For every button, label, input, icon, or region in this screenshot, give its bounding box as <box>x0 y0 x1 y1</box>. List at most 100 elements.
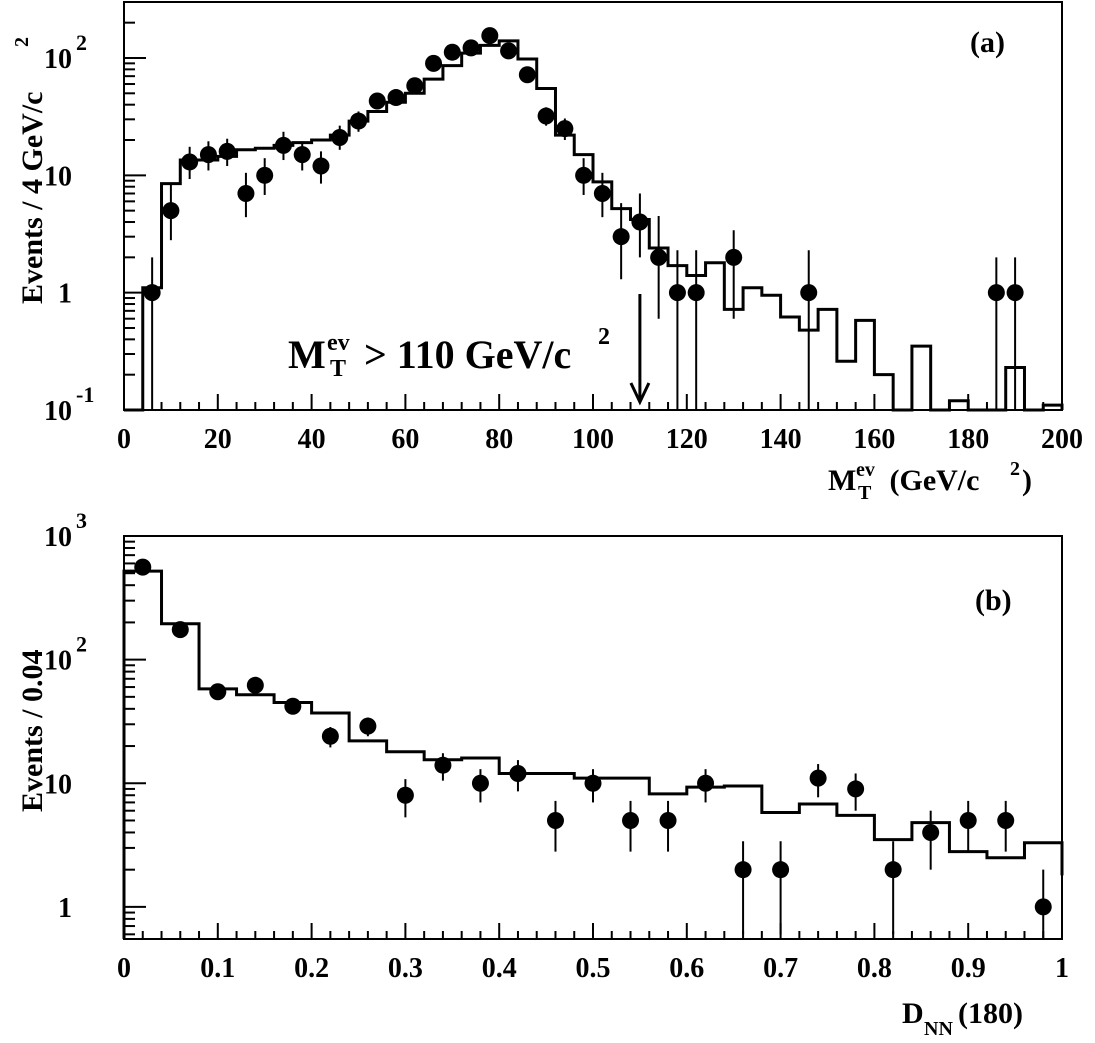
data-point <box>218 138 236 167</box>
cut-arrow <box>629 294 651 406</box>
data-marker <box>171 621 189 639</box>
data-point <box>134 558 152 576</box>
y-tick-label-base: 10 <box>44 646 72 677</box>
x-tick-label: 0.8 <box>857 953 892 984</box>
data-marker <box>387 89 405 107</box>
data-point <box>368 92 386 110</box>
data-marker <box>800 284 818 302</box>
x-tick-label: 0 <box>117 953 131 984</box>
x-tick-label: 80 <box>485 424 513 455</box>
data-marker <box>612 228 630 246</box>
data-point <box>959 800 977 852</box>
data-marker <box>546 811 564 829</box>
cut-arrow-head <box>629 382 651 406</box>
data-point <box>434 753 452 781</box>
data-marker <box>199 146 217 164</box>
data-point <box>631 193 649 258</box>
cut-annotation-sub: T <box>330 356 346 382</box>
data-marker <box>331 129 349 147</box>
data-marker <box>725 248 743 266</box>
panel-b-x-axis-title: D NN (180) <box>902 997 1023 1040</box>
data-marker <box>997 811 1015 829</box>
y-tick-label: 1 <box>58 893 72 924</box>
y-tick-label-base: 1 <box>58 893 72 924</box>
data-marker <box>162 202 180 220</box>
data-point <box>612 203 630 280</box>
data-marker <box>650 248 668 266</box>
data-marker <box>321 727 339 745</box>
data-point <box>622 800 640 852</box>
x-tick-label: 180 <box>947 424 989 455</box>
data-marker <box>884 861 902 879</box>
data-marker <box>584 774 602 792</box>
data-point <box>293 141 311 171</box>
panel-b-histogram-line <box>122 569 1064 939</box>
panel-a-xlabel-unit-suffix: ) <box>1022 464 1032 497</box>
data-point <box>462 39 480 57</box>
data-marker <box>687 284 705 302</box>
y-tick-label: 102 <box>44 30 87 75</box>
x-tick-label: 0 <box>117 424 131 455</box>
y-tick-label-base: 10 <box>44 769 72 800</box>
data-point <box>575 158 593 195</box>
panel-b-xlabel-suffix: (180) <box>958 997 1023 1030</box>
cut-annotation-sup: ev <box>327 330 350 356</box>
x-tick-label: 40 <box>298 424 326 455</box>
panel-a-data-points <box>143 27 1024 410</box>
data-point <box>697 769 715 803</box>
y-tick-label-base: 10 <box>44 161 72 192</box>
data-point <box>274 131 292 161</box>
panel-a-label: (a) <box>970 26 1005 59</box>
y-tick-label: 103 <box>44 508 87 553</box>
data-point <box>659 800 677 852</box>
data-marker <box>181 153 199 171</box>
data-point <box>171 621 189 639</box>
y-tick-label-exponent: 3 <box>76 508 87 533</box>
data-point <box>321 727 339 748</box>
data-marker <box>697 774 715 792</box>
data-marker <box>922 823 940 841</box>
data-marker <box>1034 898 1052 916</box>
x-tick-label: 0.4 <box>482 953 517 984</box>
data-marker <box>987 284 1005 302</box>
panel-b-xlabel: D <box>902 997 924 1030</box>
panel-a-y-axis-title: Events / 4 GeV/c 2 <box>11 37 49 304</box>
panel-b-ylabel: Events / 0.04 <box>16 649 49 812</box>
data-marker <box>575 166 593 184</box>
data-marker <box>509 764 527 782</box>
y-tick-label: 1 <box>58 279 72 310</box>
data-point <box>556 118 574 141</box>
data-point <box>237 172 255 218</box>
data-point <box>443 43 461 61</box>
x-tick-label: 200 <box>1041 424 1083 455</box>
data-point <box>772 841 790 935</box>
data-marker <box>274 136 292 154</box>
data-point <box>884 841 902 935</box>
data-point <box>246 676 264 694</box>
data-marker <box>1006 284 1024 302</box>
data-marker <box>959 811 977 829</box>
data-marker <box>134 558 152 576</box>
data-marker <box>359 717 377 735</box>
data-marker <box>537 107 555 125</box>
data-marker <box>481 27 499 45</box>
panel-a-ylabel-sup: 2 <box>11 37 33 47</box>
panel-a-xlabel-sub: T <box>858 482 872 504</box>
cut-annotation-rest-sup: 2 <box>598 324 610 350</box>
data-marker <box>772 861 790 879</box>
panel-a-xlabel-sup: ev <box>856 459 875 481</box>
y-tick-label-base: 10 <box>44 396 72 427</box>
data-point <box>800 250 818 410</box>
cut-annotation-rest: > 110 GeV/c <box>364 332 571 377</box>
data-point <box>997 800 1015 852</box>
data-point <box>650 216 668 319</box>
panel-a-histogram <box>124 39 1064 412</box>
panel-a-histogram-line <box>124 39 1064 412</box>
panel-a-x-axis-title: M ev T (GeV/c 2 ) <box>828 458 1032 504</box>
data-marker <box>809 769 827 787</box>
data-marker <box>668 284 686 302</box>
data-point <box>987 257 1005 410</box>
data-point <box>481 27 499 45</box>
